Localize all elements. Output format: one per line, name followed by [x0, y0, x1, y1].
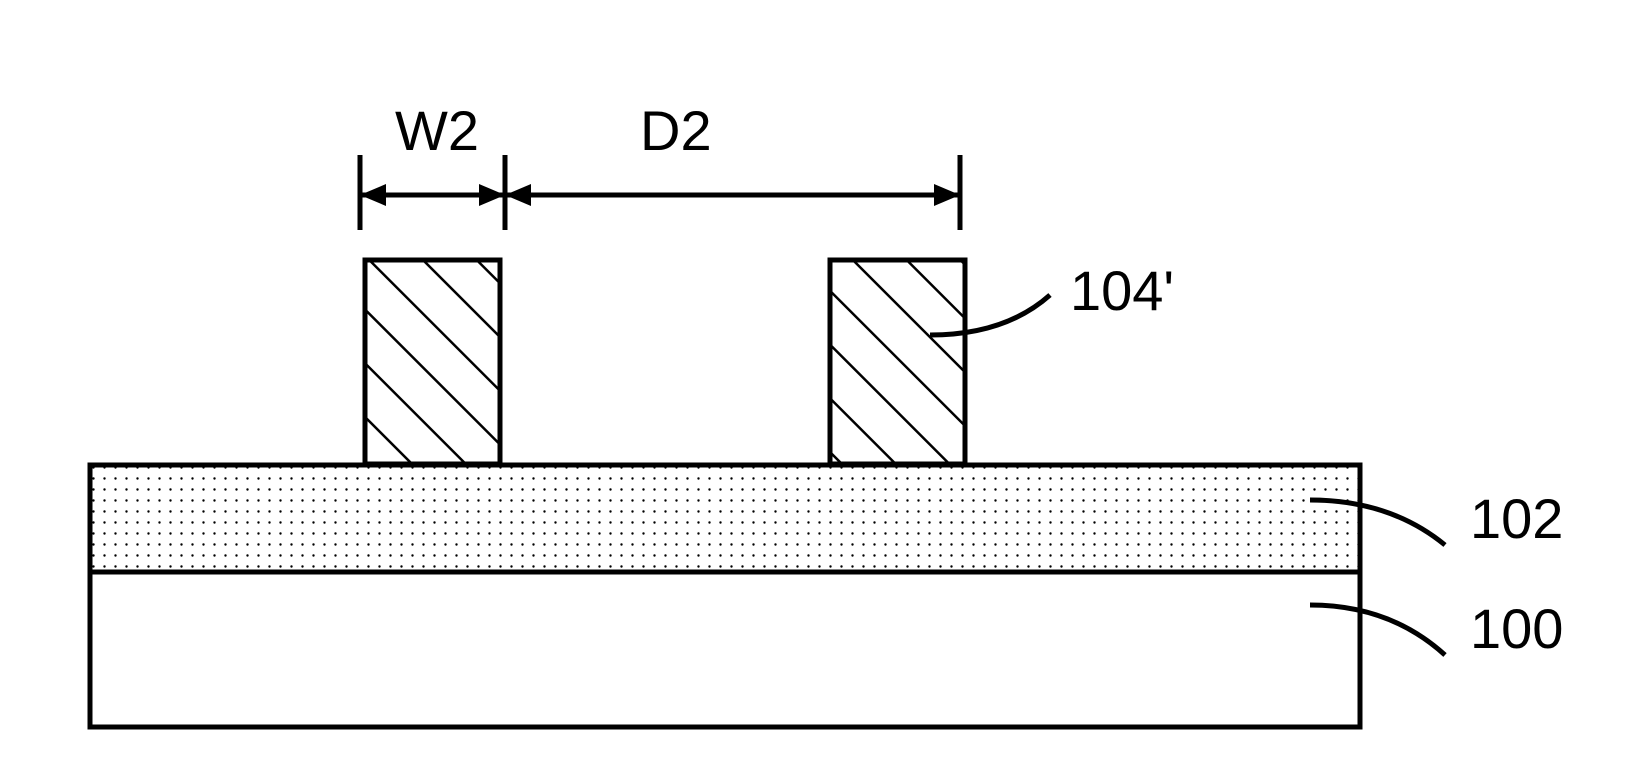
- hatched-block-right: [830, 260, 965, 464]
- diagram-root: [0, 0, 1640, 784]
- substrate-100: [90, 572, 1360, 727]
- dotted-layer-102: [90, 465, 1360, 572]
- hatched-block-left: [365, 260, 500, 464]
